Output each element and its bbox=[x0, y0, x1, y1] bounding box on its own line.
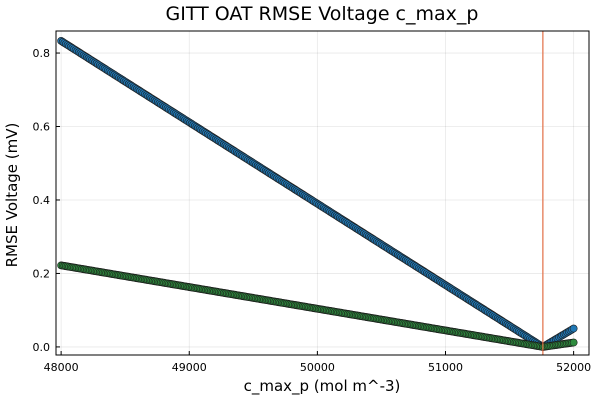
x-axis-label: c_max_p (mol m^-3) bbox=[244, 377, 401, 396]
x-tick-label: 52000 bbox=[556, 361, 591, 374]
chart-title: GITT OAT RMSE Voltage c_max_p bbox=[166, 3, 479, 25]
y-axis-label: RMSE Voltage (mV) bbox=[3, 123, 21, 268]
y-tick-label: 0.2 bbox=[33, 267, 51, 280]
y-tick-label: 0.8 bbox=[33, 47, 51, 60]
plot-frame bbox=[55, 30, 590, 356]
x-tick-label: 50000 bbox=[300, 361, 335, 374]
y-tick-label: 0.4 bbox=[33, 194, 51, 207]
x-tick-label: 49000 bbox=[172, 361, 207, 374]
grid-lines bbox=[56, 31, 589, 355]
x-tick-label: 48000 bbox=[44, 361, 79, 374]
x-tick-label: 51000 bbox=[428, 361, 463, 374]
data-points bbox=[57, 37, 578, 351]
y-tick-label: 0.0 bbox=[33, 341, 51, 354]
y-tick-label: 0.6 bbox=[33, 121, 51, 134]
series-1-point bbox=[569, 324, 578, 333]
series-2-point bbox=[569, 338, 578, 347]
tick-labels: 48000 49000 50000 51000 52000 0.0 0.2 0.4 0.6 0.8 bbox=[33, 47, 592, 374]
